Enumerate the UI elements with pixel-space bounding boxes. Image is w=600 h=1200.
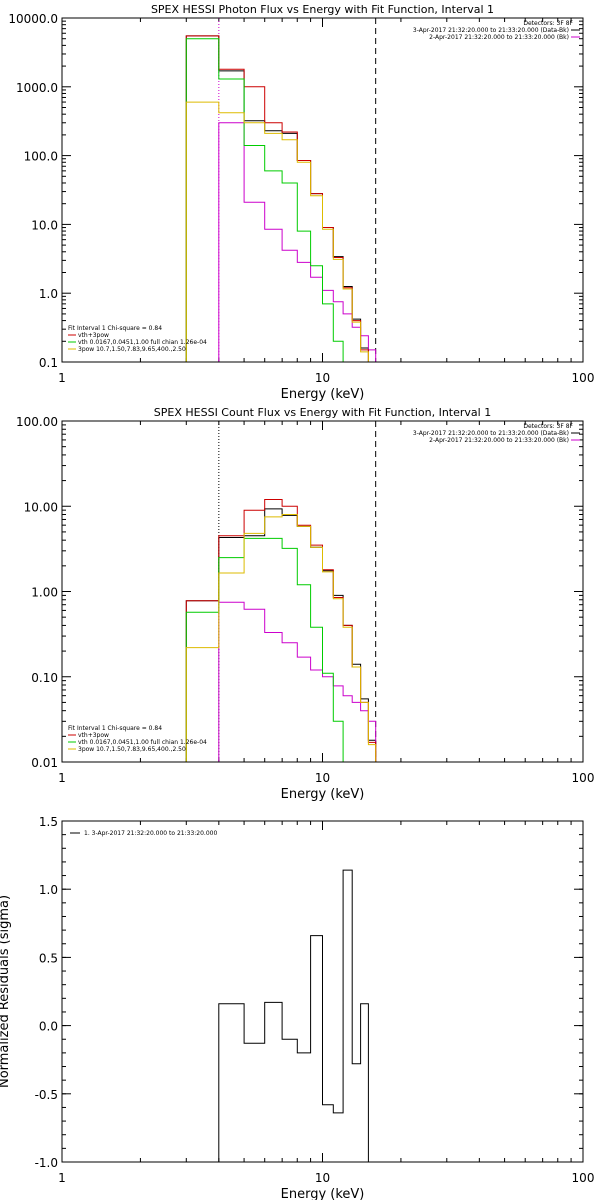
plot-frame xyxy=(61,420,584,763)
photon-flux-panel: SPEX HESSI Photon Flux vs Energy with Fi… xyxy=(8,3,594,402)
legend: 1. 3-Apr-2017 21:32:20.000 to 21:33:20.0… xyxy=(70,830,217,837)
fit-legend-line: 3pow 10.7,1.50,7.83,9.65,400.,2.50 xyxy=(78,346,186,353)
y-tick-label: 10000.0 xyxy=(8,12,58,26)
x-axis-label: Energy (keV) xyxy=(281,387,365,402)
legend-header: Detectors: 3F 8F xyxy=(523,423,573,430)
legend: Detectors: 3F 8F3-Apr-2017 21:32:20.000 … xyxy=(68,423,580,753)
legend: Detectors: 3F 8F3-Apr-2017 21:32:20.000 … xyxy=(68,20,580,353)
chart-title: SPEX HESSI Photon Flux vs Energy with Fi… xyxy=(151,3,494,16)
x-axis: 1 10 100 xyxy=(58,821,594,1185)
fit-legend-line: vth+3pow xyxy=(78,732,109,739)
x-tick-label: 10 xyxy=(315,371,330,385)
y-tick-label: 1000.0 xyxy=(16,81,58,95)
x-tick-label: 10 xyxy=(315,1171,330,1185)
series-3-step-line xyxy=(185,537,353,763)
x-tick-label: 10 xyxy=(315,771,330,785)
series-2-step-line xyxy=(185,35,369,362)
legend-entry-label: 3-Apr-2017 21:32:20.000 to 21:33:20.000 … xyxy=(413,430,569,437)
y-tick-label: -1.0 xyxy=(35,1156,58,1170)
y-tick-label: 10.0 xyxy=(31,218,58,232)
y-tick-label: 1.5 xyxy=(39,815,58,829)
residuals-panel: 1 10 100 -1.0 -0.5 0.0 0.5 1.0 1.5 Energy (keV) No… xyxy=(0,815,594,1200)
y-axis: 0.01 0.10 1.00 10.00 100.00 xyxy=(16,415,583,770)
legend-entry-label: 3-Apr-2017 21:32:20.000 to 21:33:20.000 … xyxy=(413,27,569,34)
y-tick-label: 100.00 xyxy=(16,415,58,429)
chart-title: SPEX HESSI Count Flux vs Energy with Fit… xyxy=(154,406,491,419)
legend-entry-label: 2-Apr-2017 21:32:20.000 to 21:33:20.000 … xyxy=(429,34,569,41)
y-tick-label: 100.0 xyxy=(24,150,58,164)
series-0-step-line xyxy=(218,869,369,1162)
x-tick-label: 100 xyxy=(572,771,595,785)
series-4-step-line xyxy=(185,101,369,362)
y-tick-label: 0.0 xyxy=(39,1020,58,1034)
legend-entry-label: 2-Apr-2017 21:32:20.000 to 21:33:20.000 … xyxy=(429,437,569,444)
y-axis-label: Normalized Residuals (sigma) xyxy=(0,895,12,1088)
legend-header: Detectors: 3F 8F xyxy=(523,20,573,27)
series-0-step-line xyxy=(185,508,377,762)
y-tick-label: -0.5 xyxy=(35,1088,58,1102)
y-tick-label: 1.0 xyxy=(39,287,58,301)
x-tick-label: 100 xyxy=(572,1171,595,1185)
y-tick-label: 10.00 xyxy=(24,500,58,514)
y-tick-label: 0.01 xyxy=(31,756,58,770)
x-axis-label: Energy (keV) xyxy=(281,787,365,802)
series-0-step-line xyxy=(185,35,376,363)
y-tick-label: 0.5 xyxy=(39,951,58,965)
y-tick-label: 0.1 xyxy=(39,356,58,370)
legend-entry-label: 1. 3-Apr-2017 21:32:20.000 to 21:33:20.0… xyxy=(84,830,217,837)
fit-legend-line: Fit Interval 1 Chi-square = 0.84 xyxy=(68,725,162,732)
x-tick-label: 100 xyxy=(572,371,595,385)
y-tick-label: 1.00 xyxy=(31,586,58,600)
series-3-step-line xyxy=(185,38,344,362)
series-4-step-line xyxy=(185,514,377,762)
y-axis: -1.0 -0.5 0.0 0.5 1.0 1.5 xyxy=(35,815,583,1170)
fit-legend-line: vth 0.0167,0.0451,1.00 full chian 1.26e-… xyxy=(78,739,207,746)
x-tick-label: 1 xyxy=(58,371,66,385)
plot-frame xyxy=(61,820,584,1163)
y-axis: 0.1 1.0 10.0 100.0 1000.0 10000.0 xyxy=(8,12,583,370)
fit-legend-line: vth+3pow xyxy=(78,332,109,339)
plot-frame xyxy=(61,17,584,363)
fit-legend-line: 3pow 10.7,1.50,7.83,9.65,400.,2.50 xyxy=(78,746,186,753)
fit-legend-line: vth 0.0167,0.0451,1.00 full chian 1.26e-… xyxy=(78,339,207,346)
x-axis-label: Energy (keV) xyxy=(281,1187,365,1200)
fit-legend-line: Fit Interval 1 Chi-square = 0.84 xyxy=(68,325,162,332)
count-flux-panel: SPEX HESSI Count Flux vs Energy with Fit… xyxy=(16,406,594,802)
y-tick-label: 0.10 xyxy=(31,671,58,685)
x-tick-label: 1 xyxy=(58,771,66,785)
y-tick-label: 1.0 xyxy=(39,883,58,897)
x-tick-label: 1 xyxy=(58,1171,66,1185)
